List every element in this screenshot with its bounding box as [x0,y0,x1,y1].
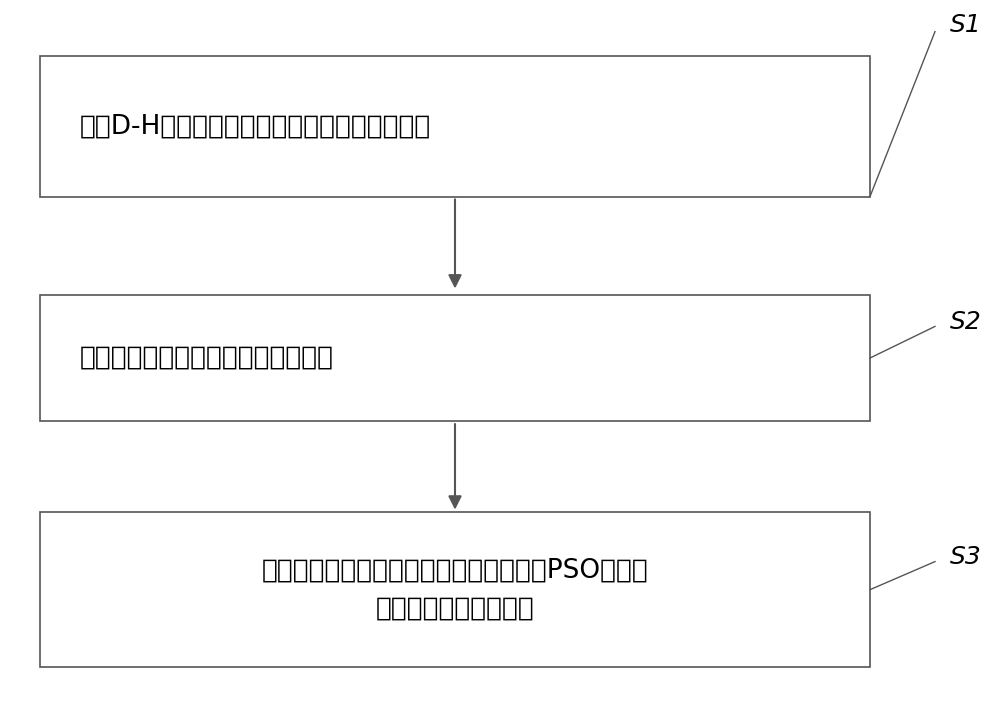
Bar [40,295,870,421]
Text: 根据物理场景建立协同优化数学模型: 根据物理场景建立协同优化数学模型 [80,345,334,371]
Bar [40,512,870,667]
Text: S2: S2 [950,310,982,333]
Text: S3: S3 [950,545,982,569]
Bar [40,56,870,197]
Text: S1: S1 [950,13,982,37]
Text: 采用基于运动时间最短的轨迹规划及基于PSO算法的
布局优化进行模型求解: 采用基于运动时间最短的轨迹规划及基于PSO算法的 布局优化进行模型求解 [262,557,648,622]
Text: 运用D-H参数法进行六自由度机器人运动学建模: 运用D-H参数法进行六自由度机器人运动学建模 [80,113,431,140]
